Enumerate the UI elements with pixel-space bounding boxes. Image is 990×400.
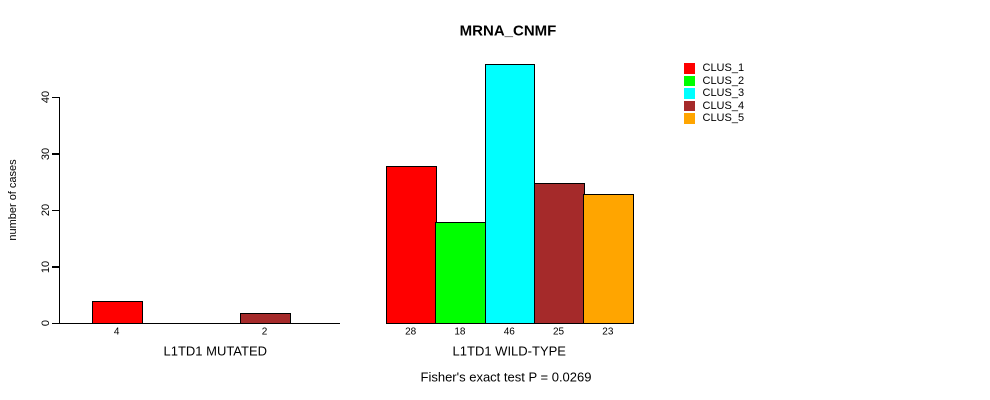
bar-value-label: 28 xyxy=(405,326,417,338)
y-axis-tick xyxy=(51,322,59,324)
legend-row: CLUS_1 xyxy=(684,62,744,75)
bar-CLUS_1 xyxy=(386,165,437,324)
legend-label: CLUS_4 xyxy=(702,99,745,112)
bar-value-label: 46 xyxy=(503,326,515,338)
legend-label: CLUS_3 xyxy=(702,87,745,99)
group-label: L1TD1 MUTATED xyxy=(163,343,268,359)
bar-value-label: 2 xyxy=(261,326,268,338)
legend-swatch-CLUS_3 xyxy=(684,88,695,99)
legend-label: CLUS_2 xyxy=(702,74,745,87)
bar-value-label: 4 xyxy=(113,326,120,338)
y-axis-tick xyxy=(51,209,59,211)
legend: CLUS_1 CLUS_2 CLUS_3 CLUS_4 CLUS_5 xyxy=(684,62,744,125)
bar-value-label: 18 xyxy=(454,326,466,338)
y-axis-tick xyxy=(51,266,59,268)
legend-swatch-CLUS_4 xyxy=(684,100,695,111)
legend-swatch-CLUS_2 xyxy=(684,75,695,86)
legend-row: CLUS_3 xyxy=(684,87,744,100)
legend-label: CLUS_1 xyxy=(702,62,745,74)
legend-label: CLUS_5 xyxy=(702,112,745,124)
y-axis-tick-label: 20 xyxy=(40,204,52,217)
legend-row: CLUS_4 xyxy=(684,100,744,113)
legend-row: CLUS_5 xyxy=(684,112,744,125)
y-axis-tick-label: 30 xyxy=(40,147,52,160)
y-axis-tick-label: 0 xyxy=(40,320,52,327)
bar-CLUS_2 xyxy=(435,222,487,324)
legend-swatch-CLUS_5 xyxy=(684,113,695,124)
chart-title: MRNA_CNMF xyxy=(459,22,557,40)
legend-swatch-CLUS_1 xyxy=(684,63,695,74)
annotation-text: Fisher's exact test P = 0.0269 xyxy=(420,369,592,385)
y-axis-tick-label: 40 xyxy=(40,91,52,104)
y-axis-tick xyxy=(51,153,59,155)
bar-CLUS_4 xyxy=(239,312,291,324)
group-label: L1TD1 WILD-TYPE xyxy=(452,343,566,359)
bar-CLUS_1 xyxy=(92,301,143,324)
x-axis-baseline xyxy=(60,322,340,324)
y-axis-tick xyxy=(51,96,59,98)
y-axis-line xyxy=(58,96,60,324)
bar-value-label: 23 xyxy=(602,326,614,338)
y-axis-tick-label: 10 xyxy=(40,260,52,273)
bar-CLUS_3 xyxy=(484,64,536,324)
bar-CLUS_4 xyxy=(533,182,585,324)
bar-CLUS_5 xyxy=(583,194,634,324)
bar-value-label: 25 xyxy=(552,326,565,338)
y-axis-label: number of cases xyxy=(7,159,19,241)
legend-row: CLUS_2 xyxy=(684,75,744,88)
